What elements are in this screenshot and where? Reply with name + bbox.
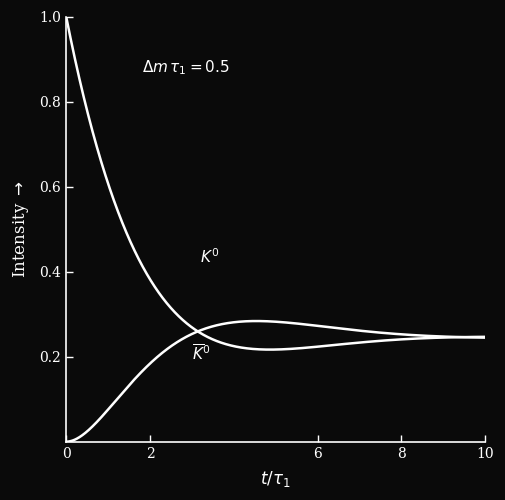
X-axis label: $\it{t}/\tau_1$: $\it{t}/\tau_1$ [261,469,291,489]
Text: $\it{K}^0$: $\it{K}^0$ [200,248,220,266]
Y-axis label: Intensity $\rightarrow$: Intensity $\rightarrow$ [11,180,31,278]
Text: $\Delta m\, \tau_1 = 0.5$: $\Delta m\, \tau_1 = 0.5$ [141,58,229,76]
Text: $\overline{\it{K}}^0$: $\overline{\it{K}}^0$ [192,344,210,364]
